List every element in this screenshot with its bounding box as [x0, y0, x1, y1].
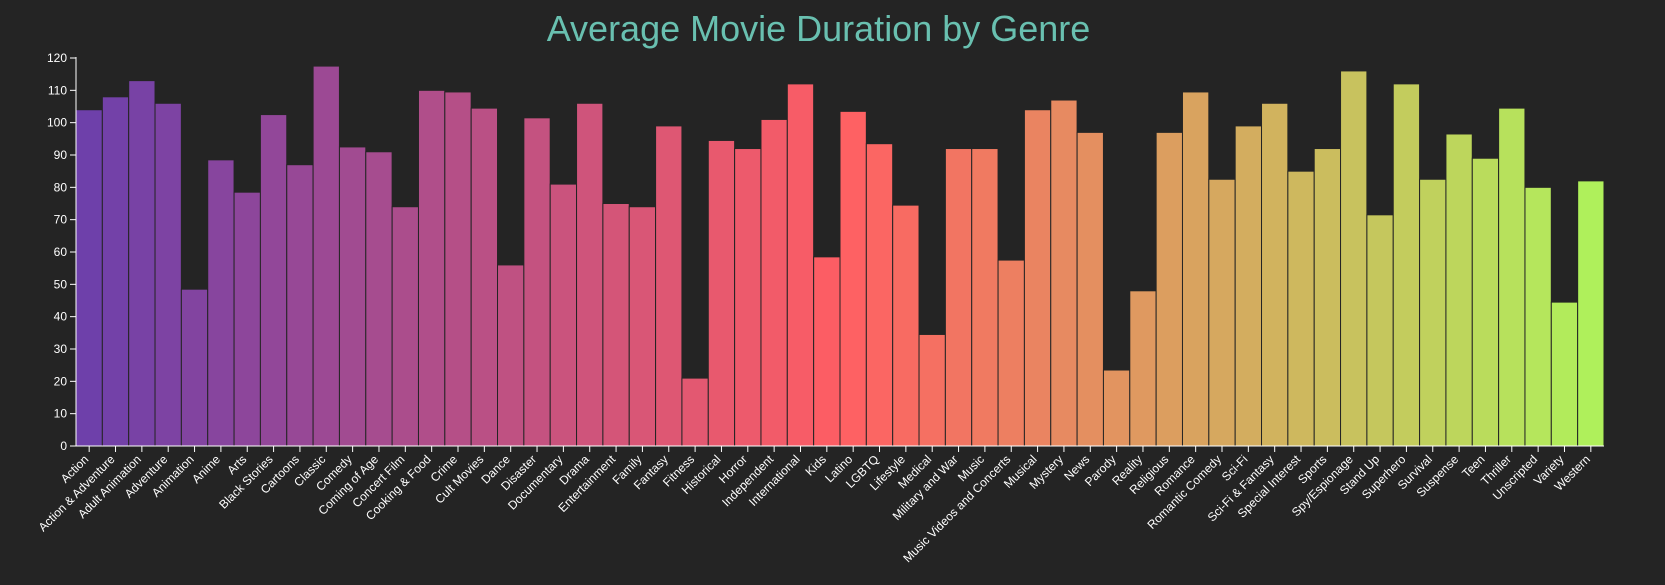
- bar-suspense: [1445, 133, 1473, 447]
- bar-musical: [1023, 109, 1052, 447]
- bar-romance: [1181, 91, 1210, 447]
- y-tick-label: 80: [54, 180, 68, 194]
- y-tick-label: 30: [54, 342, 68, 356]
- bar-family: [628, 206, 657, 447]
- bar-concert-film: [391, 206, 419, 447]
- y-tick-label: 110: [48, 83, 67, 97]
- bar-action: [75, 109, 103, 447]
- y-tick-label: 90: [54, 148, 68, 162]
- x-tick-label: Anime: [189, 452, 223, 486]
- y-tick-label: 120: [47, 51, 67, 65]
- bar-cooking-food: [417, 89, 446, 447]
- y-tick-label: 0: [60, 439, 67, 453]
- bar-western: [1577, 180, 1605, 447]
- bar-fantasy: [655, 125, 683, 447]
- bar-military-and-war: [944, 148, 973, 447]
- bar-music-videos-and-concerts: [997, 259, 1025, 447]
- bar-dance: [497, 264, 525, 447]
- bar-religious: [1155, 131, 1183, 447]
- bar-spy-espionage: [1340, 70, 1368, 447]
- bar-kids: [813, 256, 841, 447]
- bar-superhero: [1392, 83, 1421, 447]
- bar-documentary: [549, 183, 578, 447]
- y-tick-label: 50: [54, 277, 68, 291]
- bar-black-stories: [259, 114, 288, 447]
- bar-sports: [1313, 148, 1342, 447]
- bar-international: [786, 83, 815, 447]
- bar-adventure: [154, 102, 182, 447]
- bar-mystery: [1050, 99, 1078, 447]
- bar-cartoons: [286, 164, 314, 447]
- bar-special-interest: [1287, 170, 1315, 447]
- bar-music: [971, 148, 999, 447]
- bar-thriller: [1498, 107, 1526, 447]
- y-tick-label: 100: [47, 116, 67, 130]
- bar-variety: [1550, 301, 1579, 447]
- bar-disaster: [523, 117, 551, 447]
- bar-comedy: [338, 146, 367, 447]
- bar-adult-animation: [128, 80, 156, 447]
- bar-crime: [444, 91, 472, 447]
- bar-latino: [839, 110, 867, 447]
- bar-arts: [233, 191, 261, 447]
- bar-coming-of-age: [365, 151, 393, 447]
- bar-sci-fi-fantasy: [1261, 102, 1289, 447]
- bar-stand-up: [1366, 214, 1394, 447]
- bar-drama: [576, 102, 604, 447]
- bar-classic: [312, 65, 340, 447]
- y-tick-label: 10: [54, 407, 68, 421]
- bar-action-adventure: [101, 96, 130, 447]
- bar-romantic-comedy: [1208, 178, 1236, 447]
- bar-anime: [207, 159, 235, 447]
- bar-teen: [1471, 157, 1500, 447]
- bar-unscripted: [1524, 186, 1552, 447]
- bar-news: [1076, 131, 1104, 447]
- bar-independent: [760, 118, 788, 447]
- bar-survival: [1419, 178, 1447, 447]
- bar-parody: [1102, 369, 1131, 447]
- bar-reality: [1129, 290, 1157, 447]
- bar-horror: [734, 148, 762, 447]
- bar-animation: [180, 288, 209, 447]
- bar-lifestyle: [892, 204, 920, 447]
- bar-cult-movies: [470, 107, 499, 447]
- y-tick-label: 40: [54, 310, 68, 324]
- bar-historical: [707, 139, 736, 447]
- chart-title: Average Movie Duration by Genre: [546, 8, 1091, 49]
- bar-entertainment: [602, 203, 630, 447]
- bar-medical: [918, 333, 946, 447]
- bar-lgbtq: [865, 143, 894, 447]
- bar-fitness: [681, 377, 709, 447]
- y-tick-label: 20: [54, 374, 68, 388]
- y-tick-label: 70: [54, 213, 68, 227]
- y-tick-label: 60: [54, 245, 68, 259]
- bar-sci-fi: [1234, 125, 1263, 447]
